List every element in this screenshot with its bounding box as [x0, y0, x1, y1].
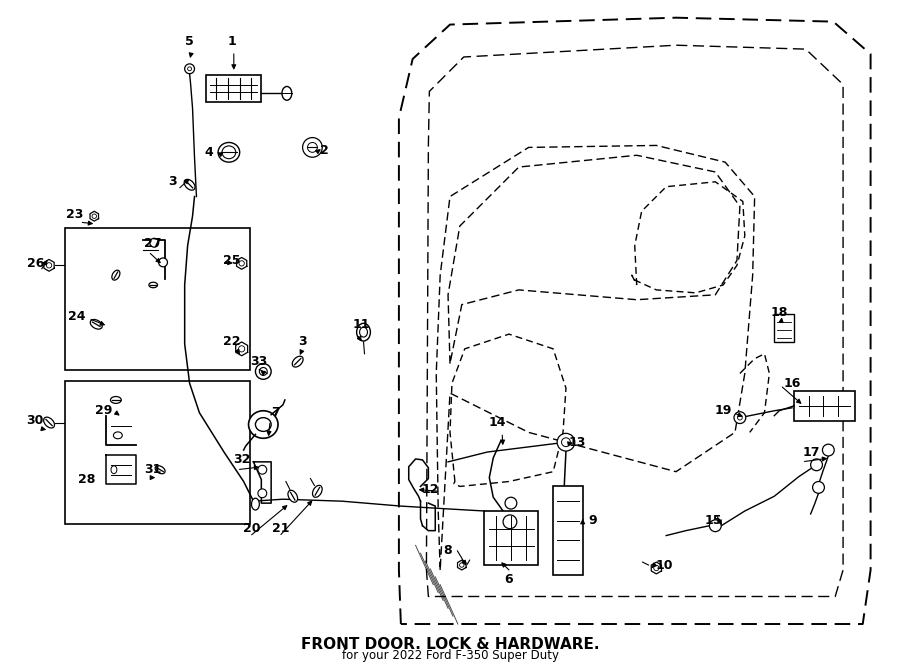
- Ellipse shape: [356, 323, 371, 341]
- Text: 33: 33: [250, 355, 267, 368]
- Text: 26: 26: [27, 257, 44, 270]
- Bar: [65, 228, 249, 371]
- Ellipse shape: [288, 491, 298, 502]
- Ellipse shape: [148, 282, 157, 288]
- Circle shape: [503, 515, 517, 529]
- Ellipse shape: [155, 465, 165, 474]
- Text: 19: 19: [715, 404, 732, 417]
- Text: 31: 31: [145, 463, 162, 476]
- Polygon shape: [90, 211, 98, 221]
- Ellipse shape: [218, 142, 239, 162]
- Ellipse shape: [256, 363, 271, 379]
- Text: 10: 10: [655, 559, 673, 571]
- Text: 28: 28: [77, 473, 95, 486]
- Bar: [554, 487, 582, 575]
- Text: 4: 4: [205, 146, 213, 159]
- Ellipse shape: [251, 498, 259, 510]
- Circle shape: [813, 481, 824, 493]
- Text: 23: 23: [66, 208, 84, 220]
- Text: 8: 8: [444, 544, 453, 557]
- Circle shape: [823, 444, 834, 456]
- Bar: [206, 75, 261, 102]
- Polygon shape: [652, 562, 662, 574]
- Text: 13: 13: [569, 436, 587, 449]
- Text: 30: 30: [27, 414, 44, 427]
- Polygon shape: [44, 260, 54, 271]
- Polygon shape: [457, 560, 466, 570]
- Text: 2: 2: [320, 144, 328, 157]
- Ellipse shape: [292, 356, 303, 367]
- Polygon shape: [237, 258, 247, 269]
- Circle shape: [184, 64, 194, 73]
- Polygon shape: [236, 342, 248, 355]
- Text: 3: 3: [168, 175, 177, 188]
- Ellipse shape: [184, 179, 195, 190]
- Text: 3: 3: [298, 336, 307, 348]
- Text: 7: 7: [271, 406, 280, 419]
- Ellipse shape: [259, 367, 267, 375]
- Circle shape: [258, 465, 266, 474]
- Bar: [774, 314, 794, 342]
- Ellipse shape: [43, 417, 55, 428]
- Text: 32: 32: [233, 453, 250, 467]
- Text: 22: 22: [223, 336, 240, 348]
- Text: 16: 16: [783, 377, 801, 390]
- Text: 14: 14: [489, 416, 506, 429]
- Text: 17: 17: [803, 446, 821, 459]
- Ellipse shape: [113, 432, 122, 439]
- Text: 21: 21: [272, 522, 290, 535]
- Ellipse shape: [112, 270, 120, 280]
- Circle shape: [811, 459, 823, 471]
- Ellipse shape: [111, 397, 122, 403]
- Text: 15: 15: [705, 514, 722, 528]
- Circle shape: [557, 434, 575, 451]
- Text: for your 2022 Ford F-350 Super Duty: for your 2022 Ford F-350 Super Duty: [341, 649, 559, 661]
- Ellipse shape: [90, 320, 103, 329]
- Text: 20: 20: [243, 522, 260, 535]
- Ellipse shape: [111, 466, 117, 473]
- Bar: [794, 391, 855, 420]
- Text: 12: 12: [421, 483, 439, 496]
- Ellipse shape: [282, 87, 292, 100]
- Circle shape: [709, 520, 721, 532]
- Text: 29: 29: [95, 404, 112, 417]
- Ellipse shape: [256, 418, 271, 432]
- Text: FRONT DOOR. LOCK & HARDWARE.: FRONT DOOR. LOCK & HARDWARE.: [301, 637, 599, 652]
- Circle shape: [258, 489, 266, 498]
- Ellipse shape: [158, 258, 167, 267]
- Bar: [484, 511, 538, 565]
- Circle shape: [302, 138, 322, 158]
- Text: 27: 27: [145, 237, 162, 250]
- Text: 18: 18: [770, 306, 788, 319]
- Text: 6: 6: [505, 573, 513, 587]
- Text: 24: 24: [68, 310, 86, 323]
- Circle shape: [734, 412, 746, 424]
- Text: 25: 25: [223, 254, 240, 267]
- Ellipse shape: [222, 146, 236, 159]
- Text: 11: 11: [353, 318, 370, 331]
- Ellipse shape: [149, 238, 158, 247]
- Ellipse shape: [312, 485, 322, 497]
- Bar: [65, 381, 249, 524]
- Text: 1: 1: [228, 35, 236, 48]
- Circle shape: [505, 497, 517, 509]
- Text: 5: 5: [185, 35, 194, 48]
- Ellipse shape: [360, 327, 367, 337]
- Ellipse shape: [248, 410, 278, 438]
- Text: 9: 9: [589, 514, 597, 528]
